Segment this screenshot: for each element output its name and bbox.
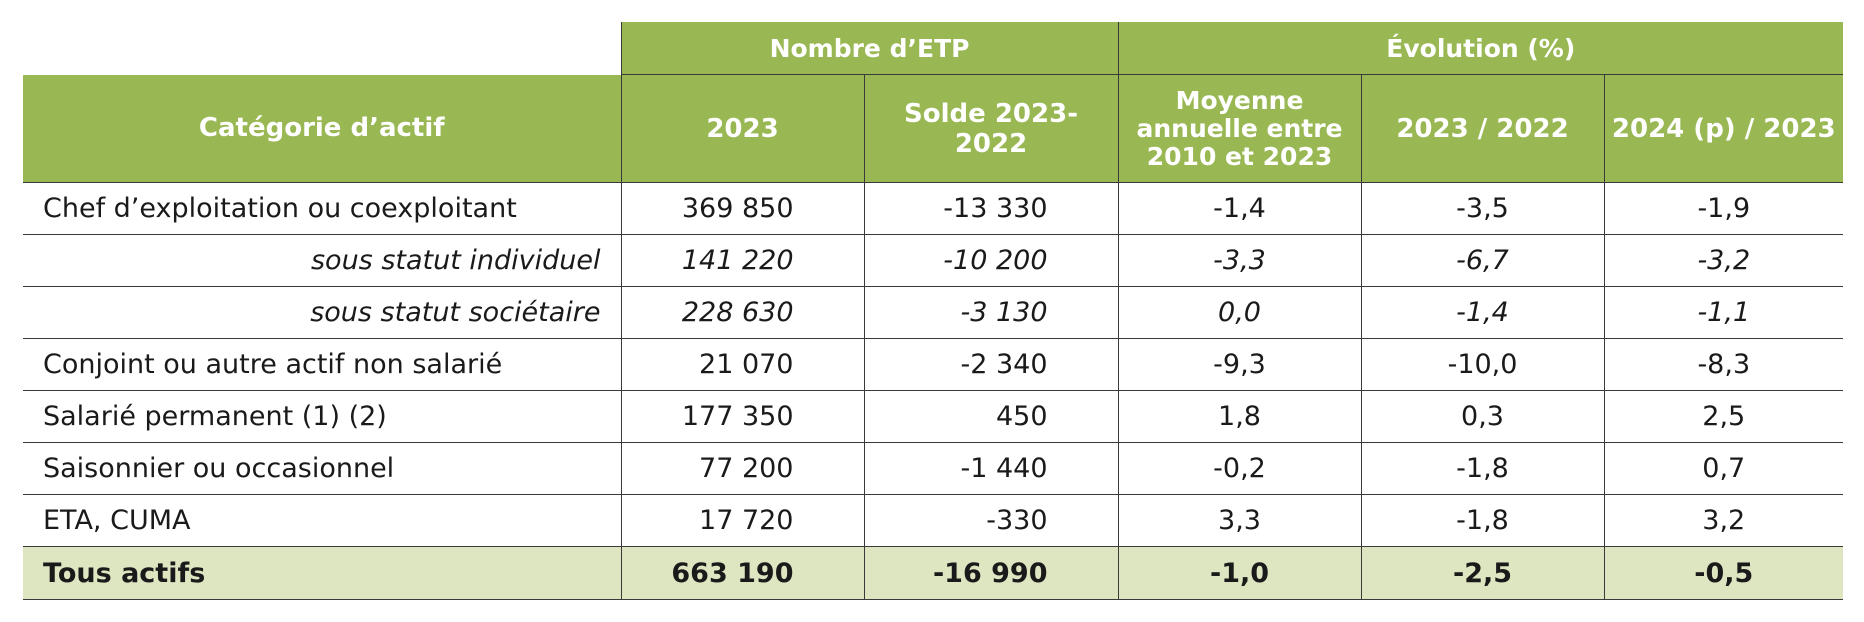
cell-moyenne: 0,0 (1118, 287, 1361, 339)
table-row: Saisonnier ou occasionnel 77 200 -1 440 … (23, 443, 1843, 495)
blank-corner (23, 22, 621, 75)
row-label: Conjoint ou autre actif non salarié (23, 339, 621, 391)
cell-solde: -330 (864, 495, 1118, 547)
cell-etp-2023: 21 070 (621, 339, 864, 391)
cell-evol-2023-2022: -1,8 (1361, 443, 1604, 495)
cell-evol-2023-2022: -3,5 (1361, 183, 1604, 235)
column-header-moyenne: Moyenne annuelle entre 2010 et 2023 (1118, 75, 1361, 183)
table-row: Salarié permanent (1) (2) 177 350 450 1,… (23, 391, 1843, 443)
column-header-2024-2023: 2024 (p) / 2023 (1604, 75, 1843, 183)
cell-moyenne: -3,3 (1118, 235, 1361, 287)
row-label: sous statut sociétaire (23, 287, 621, 339)
cell-moyenne: -1,4 (1118, 183, 1361, 235)
cell-moyenne: 1,8 (1118, 391, 1361, 443)
cell-etp-2023: 663 190 (621, 547, 864, 600)
cell-evol-2023-2022: -10,0 (1361, 339, 1604, 391)
cell-moyenne: 3,3 (1118, 495, 1361, 547)
cell-evol-2024-2023: -3,2 (1604, 235, 1843, 287)
column-header-2023-2022: 2023 / 2022 (1361, 75, 1604, 183)
cell-moyenne: -0,2 (1118, 443, 1361, 495)
row-label: ETA, CUMA (23, 495, 621, 547)
cell-etp-2023: 177 350 (621, 391, 864, 443)
cell-evol-2024-2023: 3,2 (1604, 495, 1843, 547)
cell-etp-2023: 141 220 (621, 235, 864, 287)
table-row: sous statut individuel 141 220 -10 200 -… (23, 235, 1843, 287)
cell-etp-2023: 17 720 (621, 495, 864, 547)
table-row: sous statut sociétaire 228 630 -3 130 0,… (23, 287, 1843, 339)
row-label: Salarié permanent (1) (2) (23, 391, 621, 443)
row-label: Tous actifs (23, 547, 621, 600)
table-row: Conjoint ou autre actif non salarié 21 0… (23, 339, 1843, 391)
cell-solde: -2 340 (864, 339, 1118, 391)
cell-evol-2024-2023: -8,3 (1604, 339, 1843, 391)
cell-solde: -3 130 (864, 287, 1118, 339)
row-label: Chef d’exploitation ou coexploitant (23, 183, 621, 235)
cell-evol-2023-2022: -6,7 (1361, 235, 1604, 287)
etp-table: Nombre d’ETP Évolution (%) Catégorie d’a… (23, 22, 1843, 600)
row-label: Saisonnier ou occasionnel (23, 443, 621, 495)
cell-evol-2024-2023: -1,1 (1604, 287, 1843, 339)
table-row: ETA, CUMA 17 720 -330 3,3 -1,8 3,2 (23, 495, 1843, 547)
group-header-evolution: Évolution (%) (1118, 22, 1843, 75)
cell-evol-2023-2022: -1,8 (1361, 495, 1604, 547)
cell-evol-2023-2022: -2,5 (1361, 547, 1604, 600)
cell-evol-2023-2022: 0,3 (1361, 391, 1604, 443)
column-header-category: Catégorie d’actif (23, 75, 621, 183)
cell-etp-2023: 369 850 (621, 183, 864, 235)
column-header-2023: 2023 (621, 75, 864, 183)
cell-etp-2023: 228 630 (621, 287, 864, 339)
cell-solde: -10 200 (864, 235, 1118, 287)
cell-solde: 450 (864, 391, 1118, 443)
group-header-etp: Nombre d’ETP (621, 22, 1118, 75)
cell-evol-2024-2023: 2,5 (1604, 391, 1843, 443)
cell-solde: -13 330 (864, 183, 1118, 235)
cell-evol-2024-2023: 0,7 (1604, 443, 1843, 495)
cell-solde: -16 990 (864, 547, 1118, 600)
cell-moyenne: -1,0 (1118, 547, 1361, 600)
cell-solde: -1 440 (864, 443, 1118, 495)
cell-evol-2024-2023: -0,5 (1604, 547, 1843, 600)
cell-etp-2023: 77 200 (621, 443, 864, 495)
column-header-solde: Solde 2023- 2022 (864, 75, 1118, 183)
row-label: sous statut individuel (23, 235, 621, 287)
cell-moyenne: -9,3 (1118, 339, 1361, 391)
cell-evol-2024-2023: -1,9 (1604, 183, 1843, 235)
total-row: Tous actifs 663 190 -16 990 -1,0 -2,5 -0… (23, 547, 1843, 600)
cell-evol-2023-2022: -1,4 (1361, 287, 1604, 339)
table-row: Chef d’exploitation ou coexploitant 369 … (23, 183, 1843, 235)
